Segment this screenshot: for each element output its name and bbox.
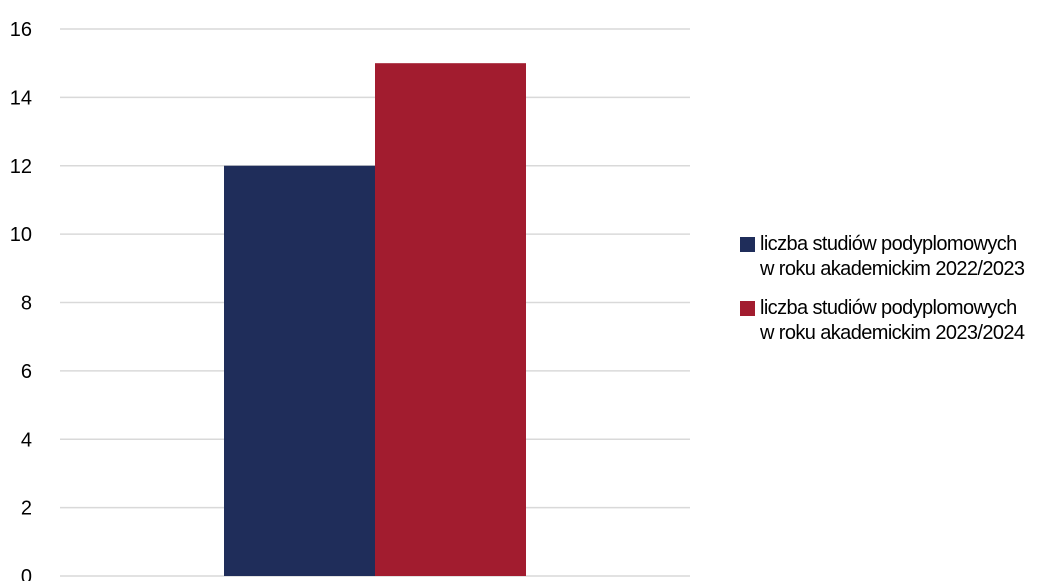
y-tick-label: 10: [10, 224, 32, 246]
legend-label-series-2: liczba studiów podyplomowych w roku akad…: [760, 296, 1025, 346]
legend-label-line: liczba studiów podyplomowych: [760, 233, 1017, 255]
y-tick-label: 14: [10, 87, 32, 109]
y-tick-label: 6: [21, 361, 32, 383]
y-tick-label: 0: [21, 566, 32, 581]
y-tick-label: 8: [21, 293, 32, 315]
bar-chart: 0 2 4 6 8 10 12 14 16: [10, 19, 690, 581]
y-tick-label: 4: [21, 429, 32, 451]
legend: liczba studiów podyplomowych w roku akad…: [740, 232, 1045, 360]
y-axis-tick-labels: 0 2 4 6 8 10 12 14 16: [10, 19, 32, 581]
legend-label-line: liczba studiów podyplomowych: [760, 297, 1017, 319]
y-tick-label: 12: [10, 156, 32, 178]
legend-swatch-series-1: [740, 237, 755, 252]
legend-label-line: w roku akademickim 2023/2024: [760, 322, 1025, 344]
y-tick-label: 16: [10, 19, 32, 41]
legend-swatch-series-2: [740, 301, 755, 316]
bar-series-1: [224, 165, 375, 576]
legend-label-line: w roku akademickim 2022/2023: [760, 258, 1025, 280]
bars: [224, 63, 526, 576]
legend-item-series-2: liczba studiów podyplomowych w roku akad…: [740, 296, 1045, 346]
bar-series-2: [375, 63, 526, 576]
y-tick-label: 2: [21, 498, 32, 520]
legend-label-series-1: liczba studiów podyplomowych w roku akad…: [760, 232, 1025, 282]
legend-item-series-1: liczba studiów podyplomowych w roku akad…: [740, 232, 1045, 282]
